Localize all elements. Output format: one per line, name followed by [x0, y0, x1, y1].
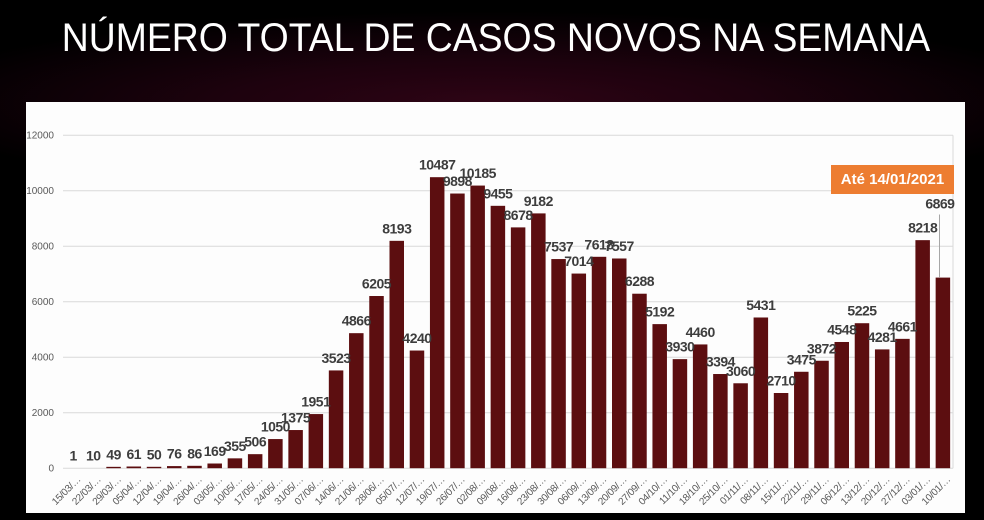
svg-text:8678: 8678: [504, 207, 534, 223]
svg-text:86: 86: [187, 445, 202, 461]
svg-text:4240: 4240: [402, 330, 432, 346]
svg-text:4281: 4281: [868, 329, 898, 345]
svg-text:10185: 10185: [459, 165, 496, 181]
svg-text:8000: 8000: [32, 242, 55, 253]
svg-text:3475: 3475: [787, 351, 817, 367]
svg-text:5225: 5225: [847, 303, 877, 319]
svg-text:1375: 1375: [281, 410, 311, 426]
svg-text:49: 49: [106, 446, 121, 462]
svg-text:76: 76: [167, 446, 182, 462]
svg-text:9898: 9898: [443, 173, 473, 189]
svg-text:7014: 7014: [564, 253, 594, 269]
svg-text:1: 1: [69, 448, 77, 464]
svg-text:9182: 9182: [524, 193, 554, 209]
svg-text:12000: 12000: [26, 131, 54, 142]
svg-text:1050: 1050: [261, 419, 291, 435]
svg-text:1951: 1951: [301, 394, 331, 410]
svg-text:3394: 3394: [706, 354, 736, 370]
svg-text:6869: 6869: [925, 196, 955, 212]
svg-text:6205: 6205: [362, 276, 392, 292]
svg-text:9455: 9455: [483, 185, 513, 201]
svg-text:7618: 7618: [584, 236, 614, 252]
svg-text:8218: 8218: [908, 220, 938, 236]
svg-text:5431: 5431: [746, 297, 776, 313]
svg-text:3523: 3523: [322, 350, 352, 366]
svg-text:4000: 4000: [32, 353, 55, 364]
svg-text:10: 10: [86, 447, 101, 463]
svg-text:8193: 8193: [382, 220, 412, 236]
svg-text:3930: 3930: [665, 339, 695, 355]
svg-text:355: 355: [224, 438, 247, 454]
svg-text:10487: 10487: [419, 157, 456, 173]
svg-text:4661: 4661: [888, 318, 918, 334]
svg-text:0: 0: [48, 464, 54, 475]
svg-text:5192: 5192: [645, 304, 675, 320]
svg-text:6000: 6000: [32, 297, 55, 308]
svg-text:2710: 2710: [767, 373, 797, 389]
svg-text:4548: 4548: [827, 322, 857, 338]
svg-text:61: 61: [127, 446, 142, 462]
svg-text:7557: 7557: [605, 238, 635, 254]
svg-text:4460: 4460: [686, 324, 716, 340]
svg-text:2000: 2000: [32, 408, 55, 419]
svg-text:169: 169: [204, 443, 227, 459]
svg-text:10000: 10000: [26, 186, 54, 197]
svg-text:7537: 7537: [544, 239, 574, 255]
svg-text:506: 506: [244, 434, 267, 450]
svg-text:4866: 4866: [342, 313, 372, 329]
svg-text:3060: 3060: [726, 363, 756, 379]
svg-text:3872: 3872: [807, 340, 837, 356]
svg-text:50: 50: [147, 446, 162, 462]
svg-text:6288: 6288: [625, 273, 655, 289]
